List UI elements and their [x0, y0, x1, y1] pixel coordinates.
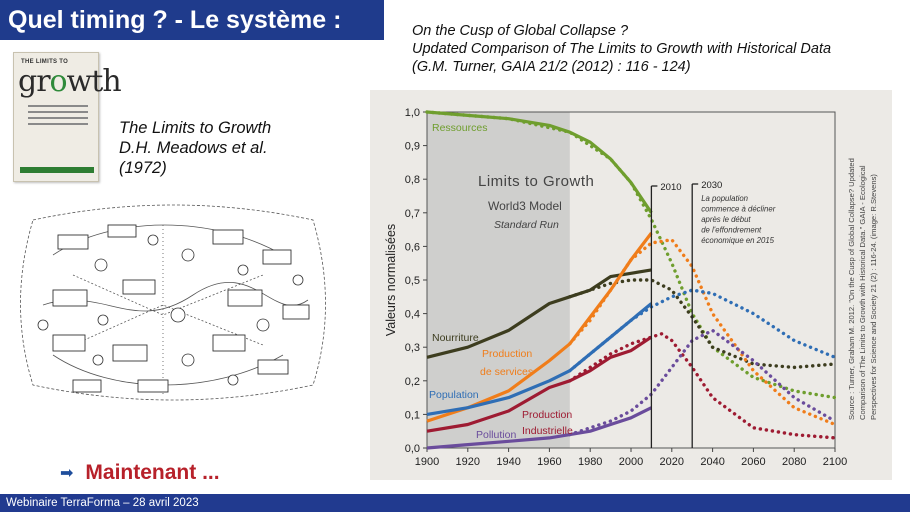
- article-reference: On the Cusp of Global Collapse ? Updated…: [412, 22, 892, 76]
- book-cover-title-part: gr: [18, 64, 51, 99]
- x-tick-label: 2000: [619, 456, 643, 468]
- x-tick-label: 1960: [537, 456, 561, 468]
- y-tick-label: 1,0: [405, 107, 420, 119]
- y-tick-label: 0,1: [405, 409, 420, 421]
- series-historical-line: [426, 302, 653, 416]
- y-tick-label: 0,0: [405, 443, 420, 455]
- marker-note-line: après le début: [701, 215, 751, 224]
- footer: Webinaire TerraForma – 28 avril 2023: [0, 494, 910, 512]
- maintenant-text: Maintenant ...: [85, 461, 220, 484]
- book-cover-title: growth: [18, 64, 122, 99]
- maintenant-row: ➡ Maintenant ...: [60, 461, 220, 485]
- limits-to-growth-chart: 0,0 0,1 0,2 0,3 0,4 0,5 0,6 0,7 0,8 0,9 1,0 1900 192…: [370, 90, 892, 480]
- x-tick-label: 2020: [660, 456, 684, 468]
- series-historical-line: [426, 335, 653, 433]
- marker-note-line: commence à décliner: [701, 205, 776, 214]
- series-label: Production: [522, 409, 572, 421]
- x-tick-label: 1980: [578, 456, 602, 468]
- book-caption-line: (1972): [119, 159, 167, 177]
- x-tick-label: 1920: [456, 456, 480, 468]
- book-caption-line: D.H. Meadows et al.: [119, 139, 268, 157]
- year-marker-label: 2030: [701, 180, 722, 191]
- series-historical-line: [426, 110, 653, 214]
- series-model-line: [568, 278, 837, 370]
- y-tick-label: 0,6: [405, 241, 420, 253]
- marker-note-line: économique en 2015: [701, 236, 774, 245]
- chart-svg: 0,0 0,1 0,2 0,3 0,4 0,5 0,6 0,7 0,8 0,9 1,0 1900 192…: [384, 107, 878, 468]
- x-tick-label: 2100: [823, 456, 847, 468]
- year-marker-label: 2010: [660, 182, 681, 193]
- y-tick-label: 0,4: [405, 309, 420, 321]
- chart-box-subtitle: World3 Model: [488, 199, 562, 213]
- series-label: Nourriture: [432, 332, 479, 344]
- world3-diagram-drawing: [20, 204, 326, 401]
- book-cover-title-o: o: [49, 64, 68, 99]
- x-tick-label: 2060: [741, 456, 765, 468]
- x-tick-label: 2080: [782, 456, 806, 468]
- series-historical-line: [426, 406, 653, 450]
- chart-box-title: Limits to Growth: [478, 173, 594, 190]
- world3-diagram-image: [13, 195, 331, 420]
- slide-title: Quel timing ? - Le système :: [0, 0, 384, 40]
- x-tick-label: 2040: [700, 456, 724, 468]
- book-cover-title-part: wth: [66, 64, 122, 99]
- y-tick-label: 0,5: [405, 275, 420, 287]
- x-tick-label: 1940: [496, 456, 520, 468]
- series-label: de services: [480, 366, 533, 378]
- article-line: On the Cusp of Global Collapse ?: [412, 23, 629, 39]
- marker-note-line: de l'effondrement: [701, 226, 762, 235]
- chart-box-subtitle: Standard Run: [494, 219, 559, 231]
- book-caption-line: The Limits to Growth: [119, 119, 272, 137]
- book-caption: The Limits to Growth D.H. Meadows et al.…: [119, 118, 271, 178]
- series-label: Population: [429, 389, 479, 401]
- y-tick-label: 0,9: [405, 141, 420, 153]
- series-label: Pollution: [476, 429, 516, 441]
- y-axis-label: Valeurs normalisées: [384, 224, 398, 336]
- series-historical-line: [426, 268, 652, 359]
- series-label: Production: [482, 348, 532, 360]
- book-cover-image: THE LIMITS TO growth: [13, 52, 122, 182]
- y-tick-label: 0,7: [405, 208, 420, 220]
- y-tick-label: 0,8: [405, 174, 420, 186]
- article-line: Updated Comparison of The Limits to Grow…: [412, 41, 832, 57]
- article-line: (G.M. Turner, GAIA 21/2 (2012) : 116 - 1…: [412, 59, 691, 75]
- book-cover-top-text: THE LIMITS TO: [21, 59, 69, 65]
- marker-note-line: La population: [701, 194, 748, 203]
- source-note-line: Perspectives for Science and Society 21 …: [869, 174, 878, 420]
- series-historical-line: [426, 232, 653, 423]
- source-note-line: Source : Turner, Graham M. 2012. "On the…: [847, 158, 856, 420]
- x-tick-label: 1900: [415, 456, 439, 468]
- book-cover-band: [20, 167, 94, 173]
- series-model-line: [568, 331, 837, 440]
- source-note-line: Comparison of The Limits to Growth with …: [858, 165, 867, 420]
- series-model-line: [568, 328, 837, 437]
- book-cover-authors: [28, 105, 88, 129]
- series-label: Ressources: [432, 122, 487, 134]
- y-tick-label: 0,2: [405, 376, 420, 388]
- historical-shaded-area: [427, 112, 570, 448]
- series-label: Industrielle: [522, 425, 573, 437]
- y-tick-label: 0,3: [405, 342, 420, 354]
- arrow-right-icon: ➡: [60, 465, 74, 482]
